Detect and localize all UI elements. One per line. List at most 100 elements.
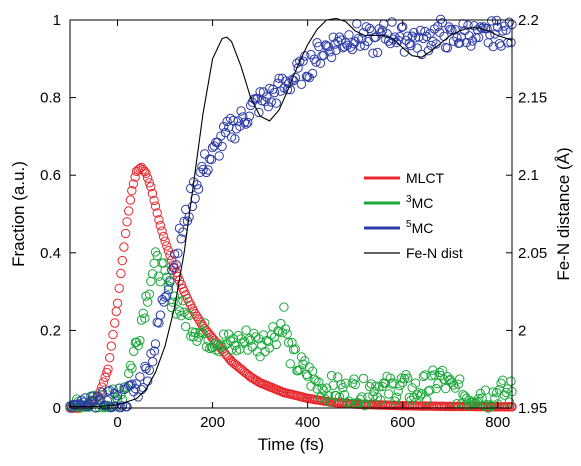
data-point [150, 201, 161, 211]
y2-tick-label: 2.2 [518, 12, 539, 29]
data-point [105, 385, 115, 395]
data-point [165, 277, 175, 287]
data-point [219, 329, 229, 339]
data-point [236, 106, 246, 116]
plot-marks [65, 14, 517, 413]
data-point [117, 401, 128, 411]
data-point [158, 258, 169, 268]
data-point [80, 393, 90, 403]
data-point [486, 16, 497, 26]
data-point [173, 296, 183, 306]
data-point [200, 318, 210, 328]
data-point [376, 395, 386, 405]
data-point [241, 325, 251, 335]
data-point [207, 142, 218, 153]
data-point [499, 390, 510, 400]
data-point [263, 102, 274, 112]
data-point [349, 374, 359, 384]
data-point [506, 376, 516, 386]
data-point [146, 276, 156, 287]
data-point [254, 107, 264, 118]
data-point [338, 43, 348, 53]
data-point [395, 381, 405, 391]
data-point [463, 20, 473, 30]
data-point [269, 87, 280, 98]
data-point [203, 165, 213, 175]
data-point [155, 277, 166, 287]
y-tick-label: 1 [53, 12, 61, 29]
data-point [206, 154, 217, 165]
data-point [298, 56, 308, 66]
data-point [391, 392, 402, 402]
data-point [326, 52, 337, 63]
data-point [403, 373, 413, 383]
data-point [182, 309, 193, 319]
data-point [385, 373, 395, 383]
data-point [230, 134, 240, 144]
data-point [244, 111, 255, 121]
data-point [410, 378, 421, 388]
data-point [122, 402, 132, 412]
x-tick-label: 200 [200, 414, 225, 431]
data-point [255, 87, 265, 97]
series-fe-n-dist [70, 17, 513, 407]
data-point [325, 47, 335, 57]
data-point [448, 36, 459, 46]
data-point [158, 231, 169, 242]
data-point [103, 364, 113, 374]
data-point [105, 353, 115, 363]
data-point [486, 401, 497, 411]
data-point [116, 402, 126, 413]
data-point [121, 383, 131, 394]
data-point [252, 347, 262, 357]
data-point [363, 392, 373, 402]
data-point [455, 374, 465, 384]
data-point [100, 372, 110, 382]
x-tick-label: 800 [485, 414, 510, 431]
data-point [160, 265, 170, 276]
data-point [323, 42, 333, 52]
data-point [455, 38, 465, 48]
data-point [129, 346, 139, 356]
x-tick-label: 0 [113, 414, 121, 431]
data-point [326, 370, 337, 381]
data-point [277, 73, 288, 84]
data-point [187, 201, 198, 212]
data-point [174, 306, 185, 316]
data-point [453, 379, 464, 389]
data-point [388, 34, 398, 44]
data-point [163, 281, 174, 291]
data-point [350, 379, 360, 390]
data-point [171, 260, 181, 270]
data-point [217, 342, 227, 352]
data-point [365, 23, 375, 34]
data-point [247, 342, 258, 352]
data-point [406, 395, 416, 405]
data-point [144, 178, 155, 188]
data-point [415, 25, 426, 36]
data-point [371, 381, 381, 391]
data-point [124, 206, 134, 216]
legend-label: Fe-N dist [406, 245, 463, 261]
data-point [372, 47, 383, 58]
data-point [379, 19, 389, 29]
data-point [433, 378, 443, 389]
data-point [147, 269, 158, 279]
data-point [271, 98, 281, 108]
data-point [388, 378, 398, 388]
data-point [102, 395, 113, 406]
data-point [111, 402, 122, 412]
data-point [198, 328, 208, 339]
data-point [437, 18, 448, 28]
data-point [178, 296, 188, 306]
data-point [355, 41, 365, 51]
data-point [477, 393, 487, 403]
data-point [150, 339, 161, 349]
data-point [103, 386, 113, 396]
legend-label: 3MC [406, 194, 433, 211]
data-point [155, 310, 166, 320]
data-point [143, 297, 153, 307]
data-point [140, 313, 150, 323]
data-point [344, 30, 354, 40]
